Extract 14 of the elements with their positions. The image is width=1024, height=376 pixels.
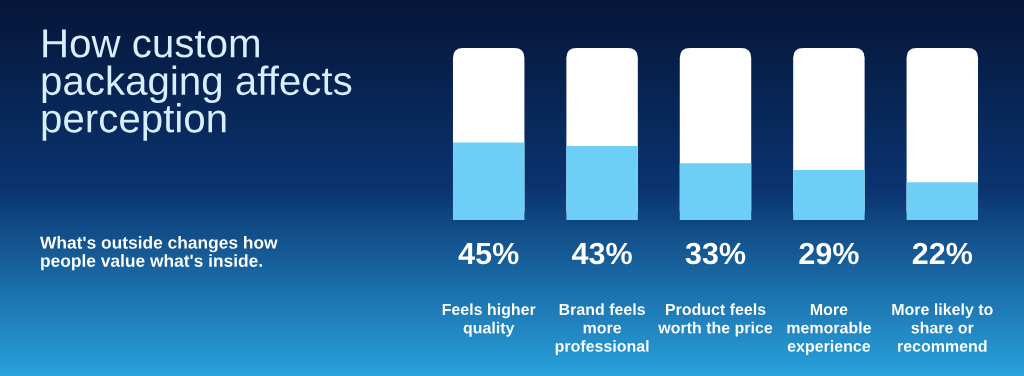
bar — [906, 182, 979, 220]
x-tick-label: More memorable experience — [787, 303, 871, 355]
data-label: 29% — [799, 242, 859, 265]
x-tick-label: Brand feels more professional — [555, 303, 649, 355]
x-tick-label: Feels higher quality — [442, 303, 536, 337]
data-label: 22% — [912, 242, 973, 265]
x-tick-label: More likely to share or recommend — [892, 303, 993, 352]
x-tick-label: Product feels worth the price — [658, 303, 773, 337]
bar — [793, 170, 865, 220]
data-label: 43% — [571, 242, 632, 265]
data-label: 45% — [458, 242, 519, 265]
chart-title: How custom packaging affects perception — [42, 29, 352, 141]
text: What's outside changes how people value what's inside. — [40, 236, 278, 271]
data-label: 33% — [685, 242, 746, 265]
